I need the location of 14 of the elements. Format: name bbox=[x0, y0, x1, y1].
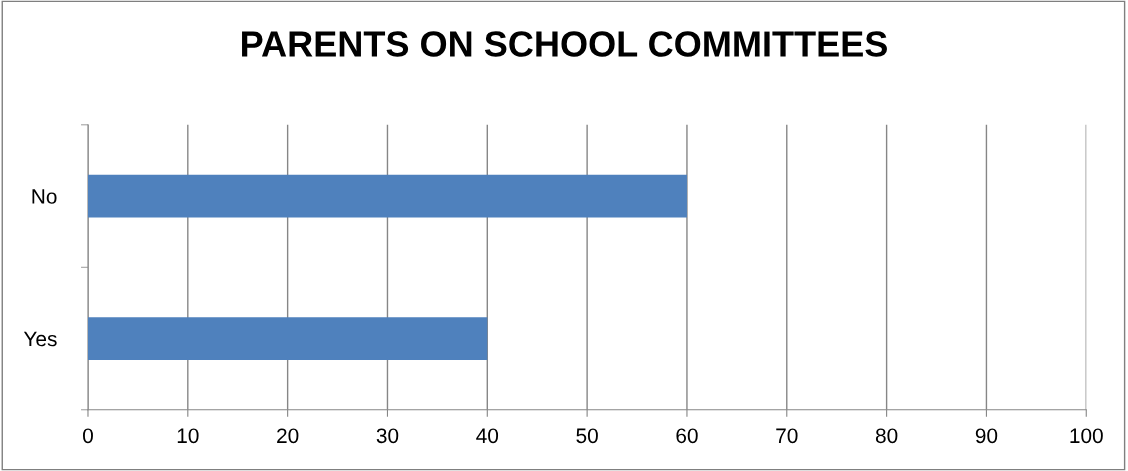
y-tick-label: Yes bbox=[23, 331, 57, 347]
x-tick-label: 90 bbox=[975, 428, 998, 444]
x-tick-label: 50 bbox=[576, 428, 598, 444]
x-tick-label: 30 bbox=[376, 428, 399, 444]
x-tick-label: 70 bbox=[776, 428, 798, 444]
x-tick-label: 60 bbox=[676, 428, 698, 444]
x-tick-label: 10 bbox=[177, 428, 199, 444]
y-tick-label: No bbox=[32, 189, 57, 204]
x-tick-label: 100 bbox=[1070, 428, 1103, 444]
x-tick-label: 0 bbox=[83, 428, 93, 444]
x-tick-label: 80 bbox=[875, 428, 898, 444]
x-tick-label: 20 bbox=[277, 428, 299, 444]
x-tick-label: 40 bbox=[476, 428, 499, 444]
chart-title: PARENTS ON SCHOOL COMMITTEES bbox=[242, 31, 887, 57]
